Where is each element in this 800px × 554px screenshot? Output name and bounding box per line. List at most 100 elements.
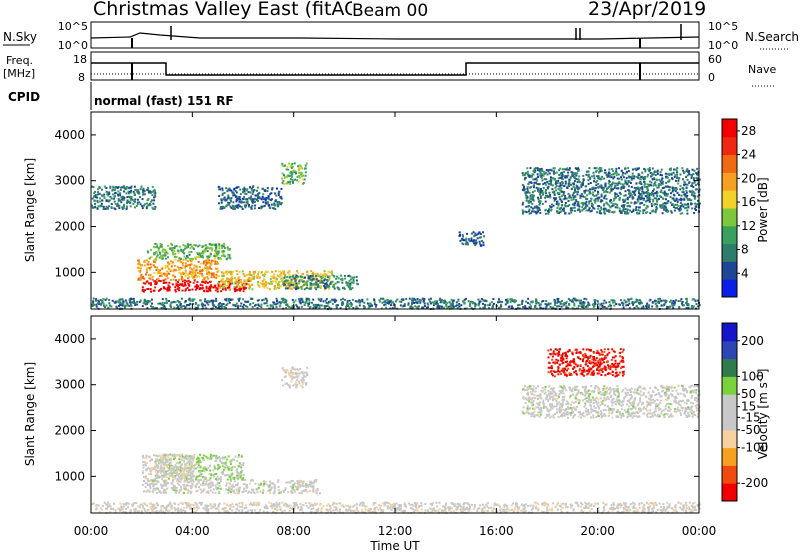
power-pixel [215, 300, 218, 302]
power-pixel [297, 287, 300, 290]
power-pixel [484, 299, 487, 302]
power-pixel [610, 183, 613, 186]
power-pixel [659, 297, 662, 300]
power-pixel [592, 204, 594, 207]
power-pixel [487, 307, 490, 310]
power-pixel [208, 272, 211, 275]
power-pixel [585, 306, 587, 308]
power-pixel [506, 301, 509, 304]
power-pixel [593, 180, 595, 183]
power-pixel [333, 275, 336, 278]
power-pixel [221, 288, 224, 291]
power-pixel [586, 198, 589, 201]
power-pixel [524, 172, 527, 175]
power-pixel [217, 252, 220, 255]
power-pixel [663, 192, 666, 195]
velocity-pixel [236, 460, 239, 462]
colorbar-tick-label: 12 [741, 219, 756, 233]
power-pixel [535, 177, 538, 180]
velocity-pixel [187, 484, 190, 487]
velocity-pixel [257, 483, 260, 486]
power-pixel [548, 182, 550, 185]
power-pixel [613, 172, 616, 175]
power-pixel [599, 169, 602, 172]
power-pixel [211, 272, 213, 275]
power-pixel [127, 200, 130, 203]
power-pixel [558, 174, 561, 176]
power-pixel [147, 300, 150, 302]
power-pixel [665, 198, 667, 201]
power-pixel [585, 298, 588, 301]
power-pixel [226, 190, 229, 193]
power-pixel [654, 299, 657, 302]
power-pixel [235, 191, 238, 194]
velocity-pixel [246, 483, 249, 486]
power-pixel [337, 288, 340, 291]
power-pixel [688, 198, 691, 201]
power-pixel [144, 259, 147, 262]
power-pixel [688, 170, 690, 173]
power-pixel [553, 199, 556, 202]
power-pixel [282, 297, 285, 300]
power-pixel [179, 306, 182, 309]
velocity-pixel [217, 491, 220, 494]
power-pixel [604, 185, 607, 188]
power-pixel [669, 201, 672, 204]
power-pixel [296, 175, 299, 178]
power-pixel [217, 253, 220, 256]
power-pixel [169, 247, 172, 250]
power-pixel [227, 194, 230, 197]
power-pixel [217, 250, 220, 253]
power-pixel [411, 303, 414, 306]
power-pixel [293, 162, 296, 165]
power-pixel [457, 299, 460, 302]
power-pixel [525, 300, 528, 303]
power-pixel [318, 281, 321, 284]
power-pixel [577, 202, 579, 205]
power-pixel [614, 206, 617, 209]
power-pixel [521, 209, 524, 212]
power-pixel [198, 288, 201, 291]
power-pixel [598, 212, 601, 215]
power-pixel [214, 244, 217, 247]
power-pixel [283, 276, 286, 279]
power-pixel [593, 177, 596, 180]
power-pixel [151, 194, 154, 196]
power-pixel [553, 299, 556, 302]
freq-tick-bottom: 8 [78, 71, 85, 84]
velocity-pixel [293, 482, 296, 485]
power-pixel [245, 282, 248, 285]
power-pixel [220, 307, 223, 310]
power-pixel [229, 257, 232, 260]
power-pixel [98, 186, 101, 189]
power-pixel [235, 278, 237, 281]
velocity-pixel [309, 484, 312, 487]
power-pixel [478, 301, 481, 303]
power-pixel [534, 211, 537, 214]
power-pixel [311, 279, 313, 282]
power-pixel [534, 167, 537, 170]
noise-tick-top-left: 10^5 [58, 20, 88, 33]
power-ylabel: Slant Range [km] [23, 158, 37, 262]
power-pixel [553, 178, 556, 181]
power-pixel [162, 286, 165, 289]
power-pixel [663, 207, 665, 210]
velocity-pixel [164, 453, 167, 456]
power-pixel [187, 277, 190, 280]
power-pixel [232, 303, 235, 306]
power-pixel [562, 198, 565, 201]
power-pixel [681, 212, 684, 215]
power-pixel [657, 297, 660, 300]
power-pixel [537, 187, 540, 190]
power-pixel [460, 304, 463, 307]
velocity-pixel [296, 482, 299, 485]
velocity-pixel [171, 467, 174, 470]
power-pixel [642, 176, 645, 179]
velocity-pixel [242, 462, 245, 464]
power-pixel [479, 307, 482, 310]
velocity-pixel [164, 489, 167, 492]
power-pixel [647, 193, 650, 196]
power-pixel [564, 194, 567, 197]
power-pixel [126, 205, 128, 208]
power-pixel [655, 190, 658, 193]
